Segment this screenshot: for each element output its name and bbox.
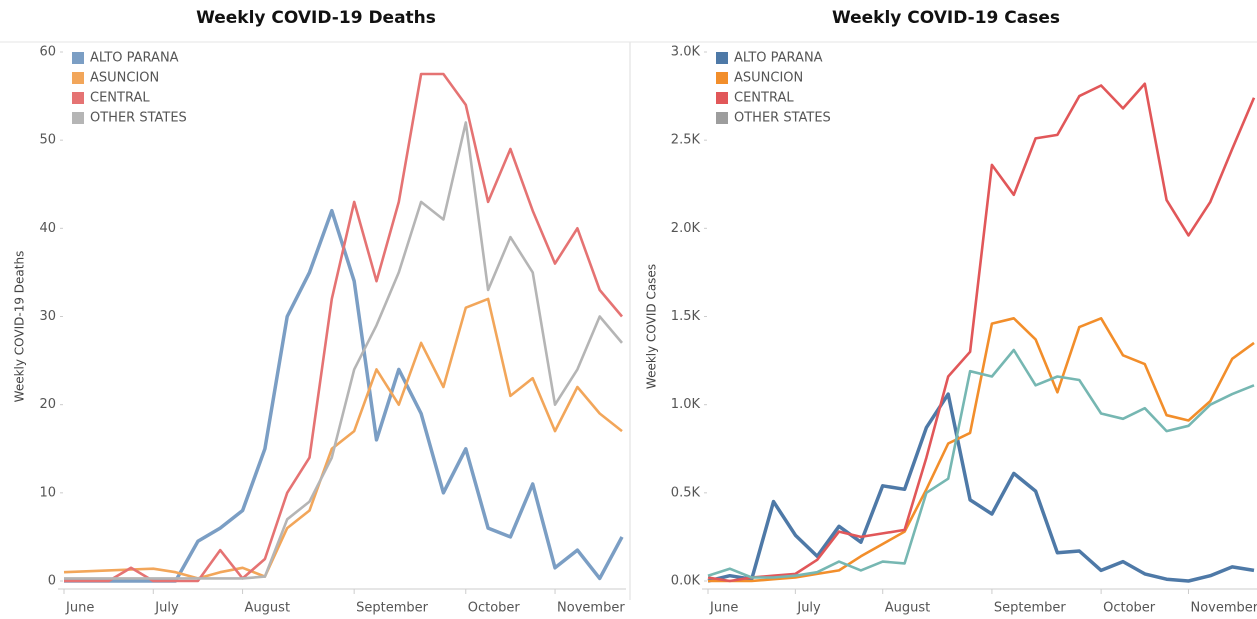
y-tick-label: 20: [39, 397, 56, 412]
x-tick-label: July: [154, 601, 179, 616]
legend-label: ALTO PARANA: [90, 51, 179, 66]
y-tick-label: 10: [39, 485, 56, 500]
series-line: [64, 72, 623, 583]
y-axis-label: Weekly COVID-19 Deaths: [13, 251, 27, 403]
chart-title: Weekly COVID-19 Deaths: [196, 8, 436, 28]
legend-swatch: [72, 52, 84, 64]
y-tick-label: 1.0K: [671, 397, 701, 412]
chart-title: Weekly COVID-19 Cases: [832, 8, 1060, 28]
y-tick-label: 2.5K: [671, 133, 701, 148]
y-tick-label: 0.0K: [671, 574, 701, 589]
legend-swatch: [716, 72, 728, 84]
legend-swatch: [716, 92, 728, 104]
y-axis-label: Weekly COVID Cases: [645, 264, 659, 389]
x-tick-label: June: [709, 601, 738, 616]
x-tick-label: October: [1103, 601, 1156, 616]
y-tick-label: 50: [39, 133, 56, 148]
legend-label: CENTRAL: [90, 91, 150, 106]
series-line: [707, 82, 1256, 583]
legend-label: CENTRAL: [734, 91, 794, 106]
series-line: [708, 317, 1255, 583]
x-tick-label: November: [1190, 601, 1257, 616]
legend-swatch: [716, 112, 728, 124]
x-tick-label: June: [65, 601, 94, 616]
series-line: [64, 208, 624, 583]
legend-label: ASUNCION: [734, 71, 803, 86]
x-tick-label: August: [245, 601, 291, 616]
legend-swatch: [72, 112, 84, 124]
x-tick-label: September: [356, 601, 429, 616]
y-tick-label: 2.0K: [671, 221, 701, 236]
x-tick-label: November: [557, 601, 625, 616]
x-tick-label: September: [994, 601, 1067, 616]
x-tick-label: July: [796, 601, 821, 616]
y-tick-label: 60: [39, 45, 56, 60]
y-tick-label: 0.5K: [671, 485, 701, 500]
x-tick-label: August: [885, 601, 931, 616]
y-tick-label: 3.0K: [671, 45, 701, 60]
y-tick-label: 0: [48, 574, 56, 589]
y-tick-label: 1.5K: [671, 309, 701, 324]
legend-swatch: [72, 72, 84, 84]
legend-label: ASUNCION: [90, 71, 159, 86]
legend-label: OTHER STATES: [734, 111, 831, 126]
series-line: [707, 348, 1255, 579]
legend-label: ALTO PARANA: [734, 51, 823, 66]
legend-label: OTHER STATES: [90, 111, 187, 126]
legend-swatch: [72, 92, 84, 104]
series-line: [63, 297, 623, 580]
x-tick-label: October: [468, 601, 521, 616]
series-line: [707, 392, 1255, 583]
y-tick-label: 30: [39, 309, 56, 324]
series-line: [64, 121, 623, 580]
y-tick-label: 40: [39, 221, 56, 236]
legend-swatch: [716, 52, 728, 64]
